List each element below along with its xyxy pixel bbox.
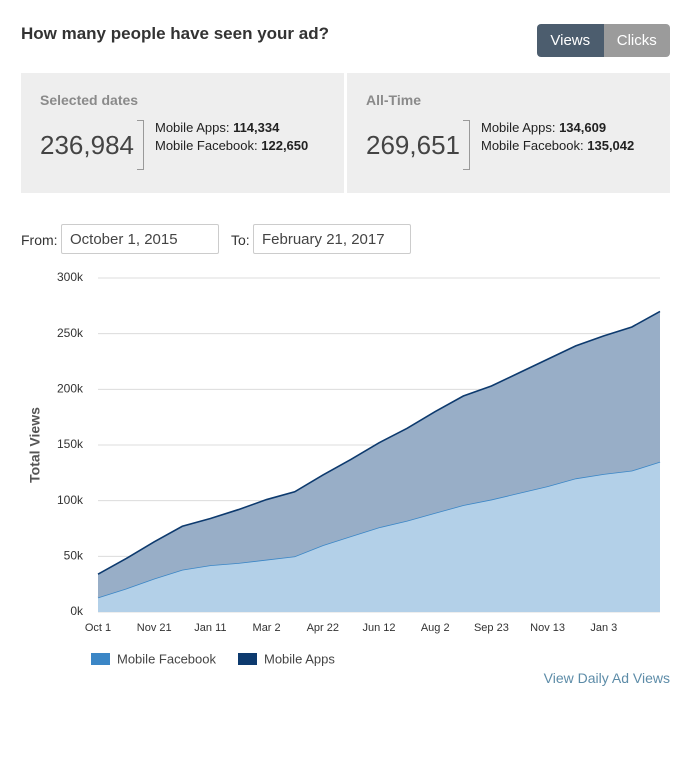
x-tick-label: Mar 2 xyxy=(253,622,281,634)
y-tick-label: 100k xyxy=(57,493,84,507)
x-tick-label: Nov 21 xyxy=(137,622,172,634)
to-label: To: xyxy=(231,232,250,248)
title: How many people have seen your ad? xyxy=(21,24,329,43)
y-tick-label: 150k xyxy=(57,437,84,451)
x-tick-label: Jan 11 xyxy=(194,622,226,634)
y-tick-label: 0k xyxy=(70,604,84,618)
x-tick-label: Aug 2 xyxy=(421,622,450,634)
to-input[interactable]: February 21, 2017 xyxy=(253,224,411,254)
toggle: Views Clicks xyxy=(537,24,670,57)
row-value: 135,042 xyxy=(587,138,635,153)
y-tick-label: 300k xyxy=(57,270,84,284)
x-tick-label: Jun 12 xyxy=(362,622,395,634)
clicks-button[interactable]: Clicks xyxy=(603,24,670,57)
stat-total: 269,651 xyxy=(366,130,460,160)
daily-views-link[interactable]: View Daily Ad Views xyxy=(543,670,670,686)
views-button[interactable]: Views xyxy=(537,24,604,57)
row-label: Mobile Apps: xyxy=(155,120,230,135)
row-value: 134,609 xyxy=(559,120,607,135)
stat-rows: Mobile Apps: 114,334 Mobile Facebook: 12… xyxy=(155,119,308,155)
x-tick-label: Apr 22 xyxy=(307,622,339,634)
y-tick-label: 200k xyxy=(57,382,84,396)
row-value: 114,334 xyxy=(233,120,280,135)
y-tick-label: 250k xyxy=(57,326,84,340)
stat-box: All-Time 269,651 Mobile Apps: 134,609 Mo… xyxy=(347,73,670,193)
y-axis-title: Total Views xyxy=(27,407,43,483)
from-label: From: xyxy=(21,232,58,248)
stat-box: Selected dates 236,984 Mobile Apps: 114,… xyxy=(21,73,344,193)
legend-label: Mobile Facebook xyxy=(117,651,216,666)
row-label: Mobile Facebook: xyxy=(155,138,258,153)
bracket xyxy=(137,120,144,170)
area-fill xyxy=(98,461,660,612)
x-tick-label: Oct 1 xyxy=(85,622,111,634)
legend-swatch xyxy=(238,653,257,665)
x-tick-label: Sep 23 xyxy=(474,622,509,634)
stat-label: All-Time xyxy=(366,92,421,108)
series-line xyxy=(97,310,661,575)
legend-label: Mobile Apps xyxy=(264,651,335,666)
bracket xyxy=(463,120,470,170)
row-value: 122,650 xyxy=(261,138,309,153)
x-tick-label: Nov 13 xyxy=(530,622,565,634)
stat-total: 236,984 xyxy=(40,130,134,160)
area-fill xyxy=(98,311,660,598)
row-label: Mobile Apps: xyxy=(481,120,556,135)
y-tick-label: 50k xyxy=(64,549,84,563)
stat-rows: Mobile Apps: 134,609 Mobile Facebook: 13… xyxy=(481,119,634,155)
legend-swatch xyxy=(91,653,110,665)
from-input[interactable]: October 1, 2015 xyxy=(61,224,219,254)
row-label: Mobile Facebook: xyxy=(481,138,584,153)
stat-label: Selected dates xyxy=(40,92,139,108)
x-tick-label: Jan 3 xyxy=(590,622,617,634)
chart: Total Views 0k 50k 100k 150k 200k 250k 300k Oct… xyxy=(27,270,661,666)
